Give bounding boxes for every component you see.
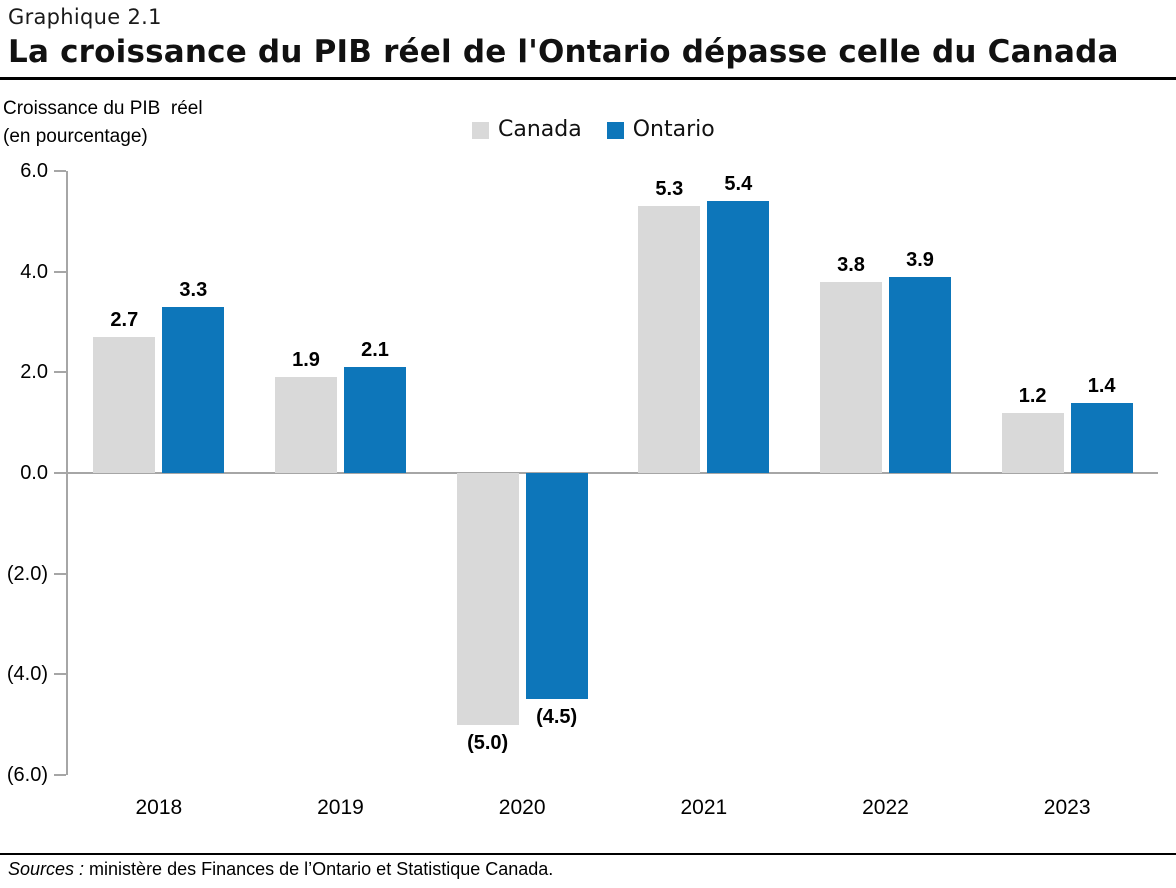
bar-canada-2023 [1001,412,1064,473]
x-tick-label-2022: 2022 [862,796,909,819]
legend-swatch-ontario [606,121,624,139]
legend: Canada Ontario [472,119,715,141]
bar-ontario-2022 [889,276,951,473]
bar-value-canada-2018: 2.7 [110,309,139,332]
y-tick-mark [54,773,66,776]
y-tick-label: (4.0) [6,663,48,686]
chart-title: La croissance du PIB réel de l'Ontario d… [8,34,1119,70]
legend-item-canada: Canada [472,119,582,141]
y-tick-mark [54,472,66,474]
chart-number: Graphique 2.1 [8,5,162,29]
bar-canada-2022 [820,281,882,473]
bar-ontario-2019 [344,367,406,473]
bar-value-canada-2023: 1.2 [1018,384,1047,407]
bar-ontario-2023 [1070,402,1133,473]
bar-value-canada-2022: 3.8 [837,253,865,276]
bar-value-ontario-2020: (4.5) [536,706,578,729]
x-tick-label-2021: 2021 [680,796,728,819]
x-tick-label-2023: 2023 [1043,796,1091,819]
legend-swatch-canada [472,121,489,139]
bar-value-ontario-2022: 3.9 [906,248,934,271]
bar-value-ontario-2019: 2.1 [361,339,389,362]
bar-ontario-2018 [162,306,225,473]
y-tick-mark [54,170,66,172]
legend-label-canada: Canada [498,117,582,142]
bar-canada-2018 [93,337,156,473]
y-axis-caption-line2: (en pourcentage) [3,126,148,147]
bar-value-ontario-2023: 1.4 [1087,374,1116,397]
y-tick-mark [54,572,66,575]
bar-ontario-2021 [707,201,770,473]
y-tick-label: (2.0) [6,562,48,585]
footer-divider [0,853,1176,855]
y-tick-mark [54,673,66,676]
bar-canada-2021 [638,206,701,473]
bar-canada-2019 [275,377,337,473]
y-axis-line [66,171,68,775]
legend-label-ontario: Ontario [632,117,715,142]
y-tick-mark [54,270,66,273]
sources-text: ministère des Finances de l’Ontario et S… [84,859,554,879]
bar-value-ontario-2018: 3.3 [179,278,208,301]
y-tick-label: 0.0 [20,462,48,484]
sources-note: Sources : ministère des Finances de l’On… [8,859,553,880]
y-tick-label: 2.0 [20,361,48,384]
y-axis-caption-line1: Croissance du PIB réel [3,98,203,119]
sources-label: Sources : [8,859,85,879]
y-tick-label: 6.0 [20,160,48,182]
bar-value-canada-2021: 5.3 [655,178,684,201]
bar-ontario-2020 [525,473,588,700]
x-tick-label-2018: 2018 [135,796,183,819]
bar-value-ontario-2021: 5.4 [724,173,753,196]
y-tick-label: (6.0) [6,763,48,786]
zero-baseline [68,472,1158,474]
x-tick-label-2020: 2020 [498,796,546,819]
y-tick-label: 4.0 [20,260,48,283]
bar-value-canada-2019: 1.9 [292,349,320,372]
bar-canada-2020 [456,473,519,725]
title-divider [0,77,1176,80]
x-tick-label-2019: 2019 [317,796,364,819]
legend-item-ontario: Ontario [606,117,715,142]
y-tick-mark [54,371,66,374]
bar-value-canada-2020: (5.0) [467,731,509,754]
